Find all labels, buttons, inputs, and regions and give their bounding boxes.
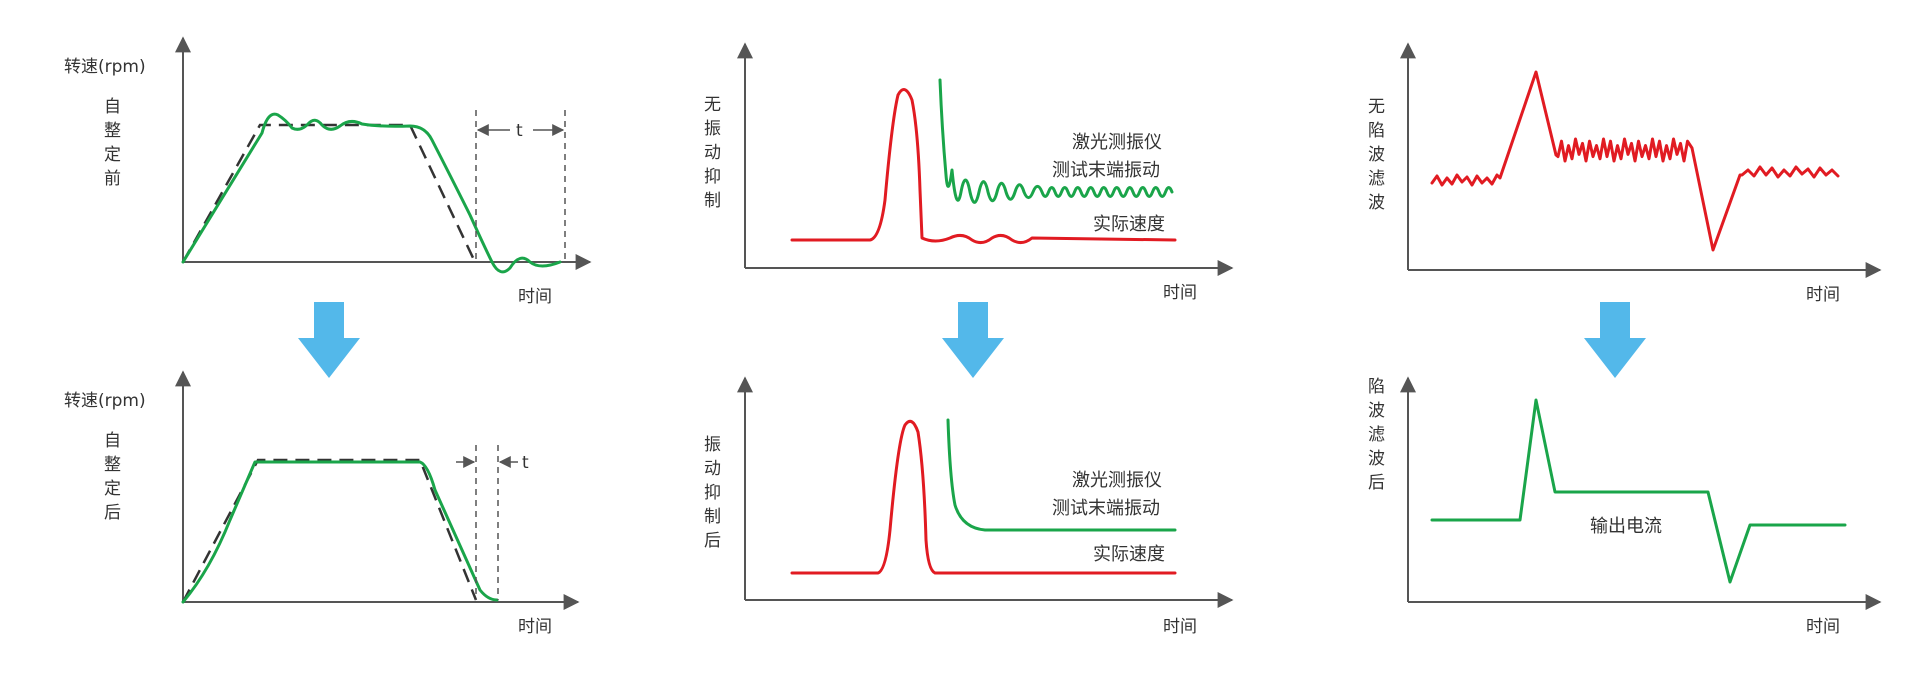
side-label-char-3: 定 [104, 479, 121, 499]
down-arrow-2 [942, 302, 1004, 378]
x-axis-label: 时间 [518, 287, 552, 307]
x-axis-label: 时间 [518, 617, 552, 637]
x-axis-label: 时间 [1806, 285, 1840, 305]
side-label-char-3: 波 [1368, 145, 1385, 165]
noisy-current-curve [1430, 70, 1840, 252]
side-label-char-5: 后 [1368, 473, 1385, 493]
side-label-char-4: 制 [704, 507, 721, 527]
side-label-char-2: 陷 [1368, 121, 1385, 141]
t-label: t [522, 453, 529, 473]
actual-speed-curve [181, 112, 562, 274]
actual-speed-curve [790, 88, 1177, 245]
side-label-char-1: 振 [704, 435, 721, 455]
side-label-char-2: 整 [104, 455, 121, 475]
side-label-char-1: 无 [1368, 97, 1385, 117]
side-label-char-5: 后 [704, 531, 721, 551]
legend-laser-line1: 激光测振仪 [1072, 132, 1162, 153]
side-label-char-4: 滤 [1368, 169, 1385, 189]
side-label-char-3: 定 [104, 145, 121, 165]
reference-speed-profile [181, 458, 478, 603]
t-label: t [516, 121, 523, 141]
side-label-char-4: 抑 [704, 167, 721, 187]
side-label-char-5: 波 [1368, 193, 1385, 213]
panel-no-vibration-suppression: 无 振 动 抑 制 时间 激光测振仪 测试末端振动 实际速度 [704, 42, 1234, 303]
panel-speed-before-tuning: 转速(rpm) 自 整 定 前 时间 t [64, 36, 592, 307]
legend-laser-line2: 测试末端振动 [1052, 498, 1160, 519]
side-label-char-2: 振 [704, 119, 721, 139]
legend-laser-line2: 测试末端振动 [1052, 160, 1160, 181]
legend-laser-line1: 激光测振仪 [1072, 470, 1162, 491]
side-label-char-1: 无 [704, 95, 721, 115]
panel-speed-after-tuning: 转速(rpm) 自 整 定 后 时间 t [64, 370, 580, 637]
side-label-char-1: 自 [104, 97, 121, 117]
laser-vibration-curve [938, 78, 1174, 204]
side-label-char-2: 动 [704, 459, 721, 479]
panel-no-notch-filter: 无 陷 波 滤 波 时间 [1368, 42, 1882, 305]
side-label-char-4: 后 [104, 503, 121, 523]
side-label-char-1: 自 [104, 431, 121, 451]
side-label-char-2: 波 [1368, 401, 1385, 421]
side-label-char-3: 滤 [1368, 425, 1385, 445]
legend-actual-speed: 实际速度 [1093, 544, 1165, 565]
down-arrow-3 [1584, 302, 1646, 378]
side-label-char-5: 制 [704, 191, 721, 211]
filtered-current-curve [1430, 398, 1847, 584]
y-axis-label: 转速(rpm) [64, 57, 146, 77]
actual-speed-curve [181, 460, 499, 604]
side-label-char-4: 前 [104, 169, 121, 189]
down-arrow-1 [298, 302, 360, 378]
x-axis-label: 时间 [1806, 617, 1840, 637]
panel-after-notch-filter: 陷 波 滤 波 后 时间 输出电流 [1368, 376, 1882, 637]
side-label-char-2: 整 [104, 121, 121, 141]
curve-label-output-current: 输出电流 [1590, 516, 1662, 537]
actual-speed-curve [790, 419, 1177, 575]
side-label-char-3: 动 [704, 143, 721, 163]
x-axis-label: 时间 [1163, 617, 1197, 637]
laser-vibration-curve [946, 418, 1177, 532]
y-axis-label: 转速(rpm) [64, 391, 146, 411]
reference-speed-profile [181, 123, 477, 263]
side-label-char-4: 波 [1368, 449, 1385, 469]
side-label-char-3: 抑 [704, 483, 721, 503]
legend-actual-speed: 实际速度 [1093, 214, 1165, 235]
x-axis-label: 时间 [1163, 283, 1197, 303]
panel-after-vibration-suppression: 振 动 抑 制 后 时间 激光测振仪 测试末端振动 实际速度 [704, 376, 1234, 637]
side-label-char-1: 陷 [1368, 377, 1385, 397]
